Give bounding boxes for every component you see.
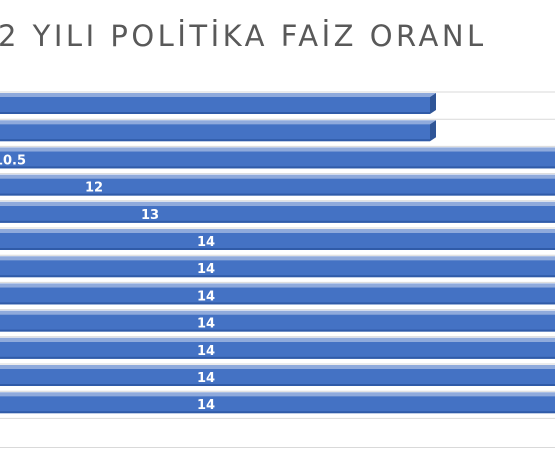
chart-title-text: 2 YILI POLİTİKA FAİZ ORANL: [0, 19, 487, 53]
bar-shade: [0, 166, 555, 169]
bar-data-label: 14: [197, 289, 215, 304]
bar: [0, 205, 555, 223]
bar-data-label: 14: [197, 398, 215, 413]
bar-top-face: [0, 337, 555, 342]
bar-shade: [0, 275, 555, 278]
bar-shade: [0, 193, 555, 196]
bar-shade: [0, 329, 555, 332]
bar-top-face: [0, 392, 555, 397]
bar-top-face: [0, 365, 555, 369]
bar-top-face: [0, 174, 555, 179]
bar-top-face: [0, 310, 555, 315]
bar-side-face: [430, 93, 436, 114]
bar-top-face: [0, 229, 555, 233]
bar-shade: [0, 112, 430, 114]
bar-shade: [0, 384, 555, 386]
bar: [0, 233, 555, 250]
chart-title: 2 YILI POLİTİKA FAİZ ORANL: [0, 16, 555, 56]
bar: [0, 124, 430, 142]
bar: [0, 369, 555, 386]
bar: [0, 314, 555, 332]
bar-data-label: 14: [197, 371, 215, 386]
bar-data-label: 14: [197, 262, 215, 277]
bar-data-label: 10.5: [0, 153, 26, 168]
bar-top-face: [0, 256, 555, 261]
bar: [0, 151, 555, 169]
bar-top-face: [0, 283, 555, 288]
bar-top-face: [0, 201, 555, 206]
bar-top-face: [0, 120, 436, 125]
bar-top-face: [0, 147, 555, 152]
bar-top-face: [0, 93, 436, 97]
bar: [0, 287, 555, 305]
bar-shade: [0, 248, 555, 250]
bar-shade: [0, 220, 555, 223]
bar-data-label: 14: [197, 317, 215, 332]
bar-side-face: [430, 120, 436, 142]
bar: [0, 178, 555, 196]
bar: [0, 97, 430, 114]
bar: [0, 260, 555, 278]
bar-data-label: 14: [197, 344, 215, 359]
bar-shade: [0, 411, 555, 414]
bar-shade: [0, 356, 555, 359]
bar: [0, 341, 555, 359]
bar-data-label: 13: [141, 208, 159, 223]
bar-shade: [0, 302, 555, 305]
bar-shade: [0, 139, 430, 142]
bar-data-label: 12: [85, 181, 103, 196]
bar-data-label: 14: [197, 235, 215, 250]
bar: [0, 396, 555, 414]
